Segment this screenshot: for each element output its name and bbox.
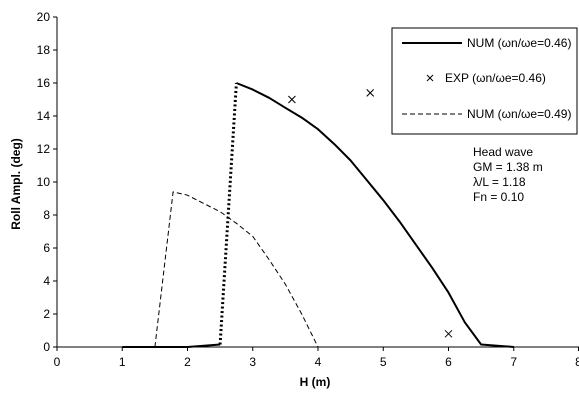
x-tick-label-5: 5 xyxy=(380,355,387,369)
y-tick-label-12: 12 xyxy=(37,142,51,156)
y-tick-label-16: 16 xyxy=(37,76,51,90)
annotation-line-1: Head wave xyxy=(473,145,533,159)
series-3-point-0 xyxy=(288,95,296,104)
y-tick-label-20: 20 xyxy=(37,10,51,24)
y-tick-label-18: 18 xyxy=(37,43,51,57)
series-3-point-2 xyxy=(444,329,453,338)
y-tick-label-8: 8 xyxy=(43,208,50,222)
y-tick-label-14: 14 xyxy=(37,109,51,123)
y-tick-label-0: 0 xyxy=(43,340,50,354)
annotation-line-4: Fn = 0.10 xyxy=(473,190,524,204)
series-0-line xyxy=(122,343,221,348)
legend-swatch-exp-046 xyxy=(426,74,434,82)
x-tick-label-7: 7 xyxy=(510,355,517,369)
legend-label-num-049: NUM (ωn/ωe=0.49) xyxy=(467,107,571,121)
annotation-line-2: GM = 1.38 m xyxy=(473,160,543,174)
legend-label-exp-046: EXP (ωn/ωe=0.46) xyxy=(445,71,546,85)
series-layer xyxy=(122,82,514,348)
x-tick-label-1: 1 xyxy=(119,355,126,369)
series-1-line xyxy=(218,82,238,345)
x-tick-label-2: 2 xyxy=(184,355,191,369)
legend-box xyxy=(391,27,578,135)
x-tick-label-4: 4 xyxy=(315,355,322,369)
y-tick-label-10: 10 xyxy=(37,175,51,189)
y-tick-label-4: 4 xyxy=(43,274,50,288)
series-2-line xyxy=(236,82,514,348)
annotation: Head wave GM = 1.38 m λ/L = 1.18 Fn = 0.… xyxy=(473,145,543,204)
y-tick-label-2: 2 xyxy=(43,307,50,321)
legend-label-num-046: NUM (ωn/ωe=0.46) xyxy=(467,36,571,50)
annotation-line-3: λ/L = 1.18 xyxy=(473,175,526,189)
series-4-line xyxy=(154,191,319,348)
x-tick-label-0: 0 xyxy=(54,355,61,369)
x-tick-label-8: 8 xyxy=(575,355,579,369)
y-axis-title: Roll Ampl. (deg) xyxy=(9,138,23,230)
legend: NUM (ωn/ωe=0.46) EXP (ωn/ωe=0.46) NUM (ω… xyxy=(391,27,578,135)
series-3-point-1 xyxy=(366,89,375,97)
x-tick-label-6: 6 xyxy=(445,355,452,369)
y-tick-label-6: 6 xyxy=(43,241,50,255)
x-tick-label-3: 3 xyxy=(249,355,256,369)
x-axis-title: H (m) xyxy=(300,375,331,389)
